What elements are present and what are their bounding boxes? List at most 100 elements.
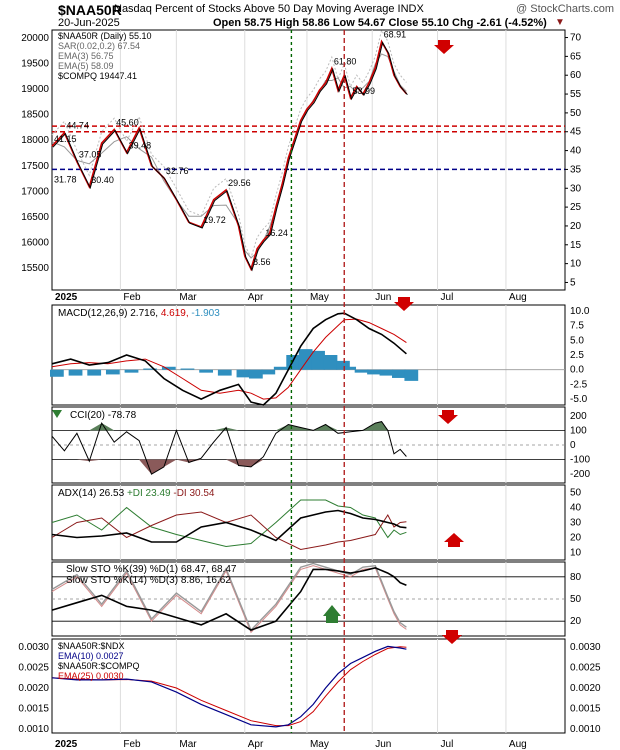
macd-right-tick: 2.5: [570, 350, 584, 361]
price-right-tick: 20: [570, 221, 582, 232]
x-axis-label: Jun: [375, 292, 391, 303]
x-axis-label: Jun: [375, 739, 391, 750]
price-right-tick: 60: [570, 70, 582, 81]
price-right-tick: 25: [570, 202, 582, 213]
cci-right-tick: 0: [570, 440, 576, 451]
x-axis-label: Apr: [248, 292, 264, 303]
macd-histogram-bar: [50, 369, 64, 377]
price-right-tick: 55: [570, 89, 582, 100]
x-axis-label: May: [310, 292, 329, 303]
x-axis-label: Feb: [123, 292, 141, 303]
ratio-left-tick: 0.0030: [18, 642, 49, 653]
macd-histogram-bar: [236, 369, 251, 378]
x-axis-label: 2025: [55, 739, 78, 750]
adx-legend-part: +DI 23.49: [127, 488, 173, 499]
x-axis-label: Jul: [441, 292, 454, 303]
macd-legend-part: MACD(12,26,9) 2.716,: [58, 308, 161, 319]
price-annotation: 30.40: [91, 175, 114, 185]
macd-histogram-bar: [298, 349, 313, 370]
up-arrow-icon: [444, 533, 464, 547]
adx-legend: ADX(14) 26.53 +DI 23.49 -DI 30.54: [58, 488, 215, 499]
x-axis-label: May: [310, 739, 329, 750]
panel-adx: ADX(14) 26.53 +DI 23.49 -DI 30.54: [51, 484, 566, 561]
panel-frame-adx: [51, 484, 566, 561]
sto-legend-1: Slow STO %K(39) %D(1) 68.47, 68.47: [66, 564, 237, 575]
macd-right-tick: 7.5: [570, 321, 584, 332]
panel-macd: MACD(12,26,9) 2.716, 4.619, -1.903: [50, 304, 566, 406]
sto14-d-line: [51, 565, 407, 634]
macd-histogram-bar: [342, 366, 357, 370]
macd-histogram-bar: [354, 369, 369, 373]
macd-histogram-bar: [199, 369, 214, 373]
x-axis-label: Aug: [509, 739, 527, 750]
x-axis-label: Mar: [179, 292, 197, 303]
triangle-icon: [52, 410, 62, 418]
price-legend-entry: EMA(5) 58.09: [58, 61, 114, 71]
macd-histogram-bar: [261, 369, 276, 375]
price-annotation: 53.99: [352, 86, 375, 96]
macd-histogram-bar: [248, 369, 263, 379]
macd-right-tick: -2.5: [570, 379, 588, 390]
price-right-tick: 30: [570, 183, 582, 194]
price-left-tick: 15500: [21, 263, 49, 274]
sto-right-tick: 50: [570, 594, 582, 605]
cci-right-tick: -200: [570, 469, 590, 480]
adx-legend-part: -DI 30.54: [173, 488, 215, 499]
down-arrow-icon: [442, 630, 462, 644]
macd-histogram-bar: [367, 369, 381, 375]
panel-frame-price: [51, 29, 566, 291]
macd-histogram-bar: [105, 369, 120, 375]
price-left-tick: 18500: [21, 110, 49, 121]
sto-legend-2: Slow STO %K(14) %D(3) 8.86, 16.62: [66, 575, 231, 586]
price-annotation: 8.56: [253, 257, 271, 267]
adx-right-tick: 30: [570, 518, 582, 529]
down-arrow-icon: [438, 410, 458, 424]
macd-legend-part: -1.903: [191, 308, 220, 319]
price-annotation: 41.15: [54, 134, 77, 144]
price-annotation: 16.24: [265, 228, 288, 238]
macd-right-tick: 5.0: [570, 335, 584, 346]
x-axis-label: Mar: [179, 739, 197, 750]
price-black-line: [52, 41, 408, 272]
ratio-legend-entry: EMA(10) 0.0027: [58, 651, 124, 661]
up-arrow-icon: [323, 605, 341, 623]
price-left-tick: 17000: [21, 186, 49, 197]
cci-line: [51, 421, 407, 475]
macd-legend-part: 4.619,: [161, 308, 192, 319]
price-right-tick: 40: [570, 146, 582, 157]
price-left-tick: 16500: [21, 212, 49, 223]
x-axis-label: Jul: [441, 739, 454, 750]
price-left-tick: 20000: [21, 33, 49, 44]
panel-frame-ratio: [51, 638, 566, 734]
macd-right-tick: 10.0: [570, 306, 590, 317]
ratio-left-tick: 0.0010: [18, 724, 49, 735]
price-right-tick: 70: [570, 33, 582, 44]
macd-histogram-bar: [143, 368, 158, 370]
price-annotation: 61.80: [334, 56, 357, 66]
macd-histogram-bar: [124, 369, 139, 373]
macd-histogram-bar: [68, 369, 83, 376]
macd-right-tick: -5.0: [570, 394, 588, 405]
watermark: @ StockCharts.com: [516, 3, 614, 15]
ratio-legend-entry: EMA(25) 0.0030: [58, 671, 124, 681]
price-right-tick: 50: [570, 108, 582, 119]
price-annotation: 68.91: [384, 30, 407, 40]
price-legend-entry: SAR(0.02,0.2) 67.54: [58, 41, 140, 51]
ratio-left-tick: 0.0025: [18, 663, 49, 674]
price-left-tick: 19000: [21, 84, 49, 95]
x-axis-label: 2025: [55, 292, 78, 303]
x-axis-label: Apr: [248, 739, 264, 750]
price-right-tick: 45: [570, 127, 582, 138]
adx-legend-part: ADX(14) 26.53: [58, 488, 127, 499]
ratio-legend-entry: $NAA50R:$COMPQ: [58, 661, 140, 671]
x-axis-label: Feb: [123, 739, 141, 750]
adx-right-tick: 50: [570, 488, 582, 499]
ratio-left-tick: 0.0020: [18, 683, 49, 694]
ratio-right-tick: 0.0030: [570, 642, 601, 653]
sto39-line: [51, 567, 407, 631]
compq-line: [51, 28, 407, 260]
ratio-right-tick: 0.0015: [570, 703, 601, 714]
